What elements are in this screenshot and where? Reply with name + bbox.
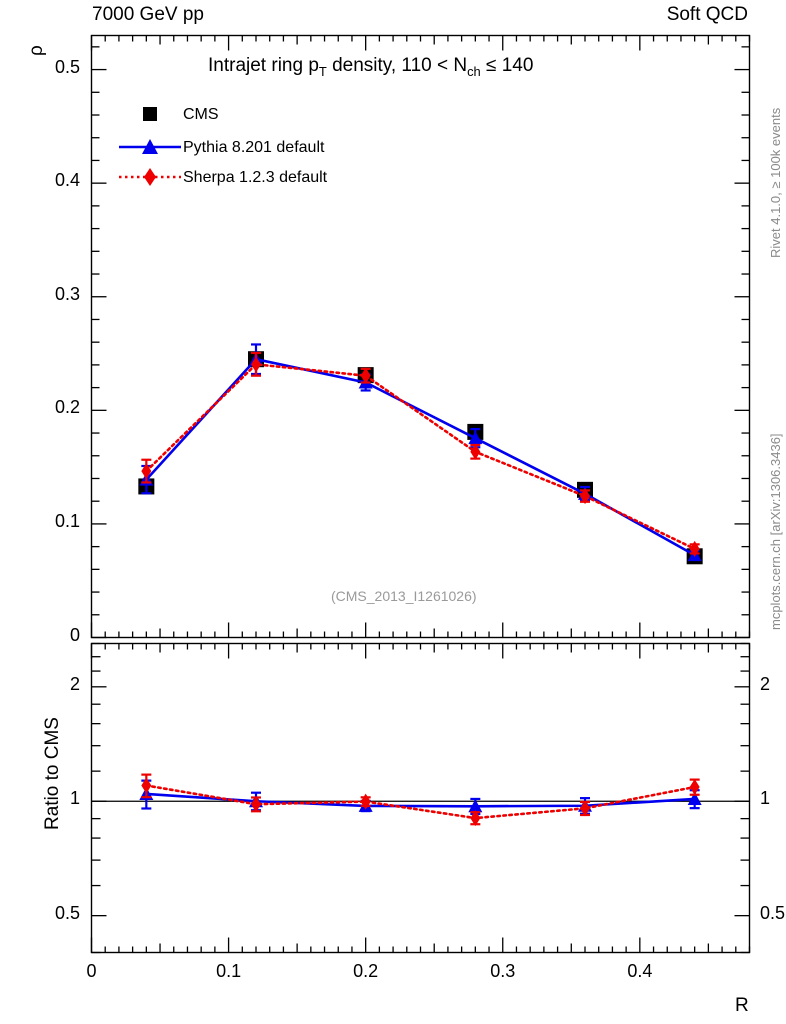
legend-markers (119, 107, 181, 186)
x-axis-label: R (735, 995, 749, 1016)
axis-tick-label: 0.4 (627, 960, 653, 981)
main-panel-frame (90, 34, 751, 639)
main-panel-data (138, 343, 703, 565)
analysis-id-watermark: (CMS_2013_I1261026) (331, 588, 477, 604)
legend-label-sherpa: Sherpa 1.2.3 default (183, 169, 328, 186)
plot-title-pre: Intrajet ring p (208, 55, 319, 76)
axis-tick-label: 0.5 (760, 902, 786, 923)
axis-tick-label: 2 (760, 673, 771, 694)
axis-tick-label: 2 (69, 673, 80, 694)
header-left-label: 7000 GeV pp (92, 4, 204, 25)
axis-tick-label: 0 (69, 624, 80, 645)
plot-title-post: ≤ 140 (480, 55, 534, 76)
axis-tick-label: 0.4 (54, 170, 80, 191)
axis-tick-label: 0 (86, 960, 97, 981)
header-right-label: Soft QCD (666, 4, 748, 25)
legend-label-pythia: Pythia 8.201 default (183, 139, 325, 156)
axis-tick-label: 0.1 (216, 960, 242, 981)
axis-tick-label: 0.2 (353, 960, 379, 981)
axis-tick-label: 0.5 (54, 56, 80, 77)
axis-tick-label: 0.5 (54, 902, 80, 923)
plot-title-sub-nch: ch (467, 63, 481, 79)
plot-title-mid: density, 110 < N (326, 55, 468, 76)
plot-title-sub-pt: T (318, 63, 327, 79)
axis-tick-label: 0.3 (490, 960, 516, 981)
axis-tick-label: 0.1 (54, 510, 80, 531)
axis-tick-label: 1 (760, 788, 771, 809)
axis-tick-label: 0.2 (54, 397, 80, 418)
legend-label-cms: CMS (183, 106, 219, 123)
ratio-panel-data (91, 773, 750, 827)
plot-title: Intrajet ring pT density, 110 < Nch ≤ 14… (208, 55, 533, 79)
axis-tick-label: 0.3 (54, 283, 80, 304)
main-panel-ticks (90, 35, 751, 639)
axis-tick-label: 1 (69, 788, 80, 809)
